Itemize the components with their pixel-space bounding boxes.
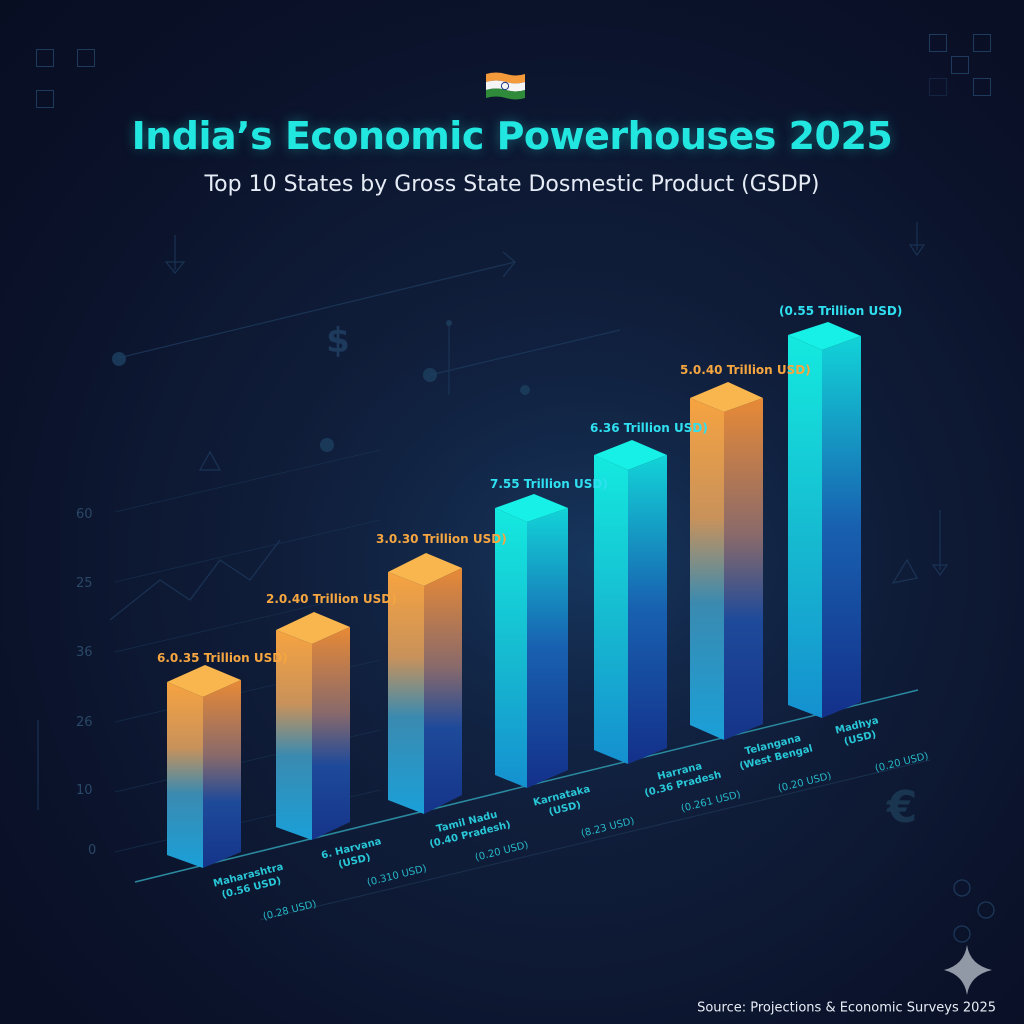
chart-title: India’s Economic Powerhouses 2025 <box>131 114 893 158</box>
bar-6 <box>690 382 763 740</box>
euro-icon: € <box>886 782 918 833</box>
y-tick: 10 <box>76 783 93 798</box>
decor-square <box>973 34 991 52</box>
bar-2 <box>276 612 350 840</box>
bar-value-label: 2.0.40 Trillion USD) <box>266 592 397 606</box>
sparkle-icon <box>944 945 992 995</box>
decor-square <box>77 49 95 67</box>
source-note: Source: Projections & Economic Surveys 2… <box>697 1000 996 1016</box>
bar-value-label: 7.55 Trillion USD) <box>490 477 608 491</box>
decor-square <box>929 78 947 96</box>
bar-7 <box>788 322 861 718</box>
bar-1 <box>167 665 241 868</box>
chart-subtitle: Top 10 States by Gross State Dosmestic P… <box>204 172 820 197</box>
y-tick: 36 <box>76 645 93 660</box>
bar-4 <box>495 494 568 788</box>
decor-square <box>951 56 969 74</box>
bar-3 <box>388 553 462 814</box>
bar-value-label: 6.0.35 Trillion USD) <box>157 651 288 665</box>
decor-square <box>973 78 991 96</box>
y-tick: 26 <box>76 715 93 730</box>
bar-value-label: (0.55 Trillion USD) <box>779 304 903 318</box>
bar-value-label: 3.0.30 Trillion USD) <box>376 532 507 546</box>
decor-square <box>36 90 54 108</box>
bar-value-label: 5.0.40 Trillion USD) <box>680 363 811 377</box>
india-flag-icon <box>486 72 525 100</box>
y-tick: 0 <box>88 843 97 858</box>
y-tick: 25 <box>76 576 93 591</box>
bar-5 <box>594 440 667 764</box>
decor-square <box>929 34 947 52</box>
dollar-icon: $ <box>326 321 350 361</box>
bar-value-label: 6.36 Trillion USD) <box>590 421 708 435</box>
y-tick: 60 <box>76 507 93 522</box>
decor-square <box>36 49 54 67</box>
